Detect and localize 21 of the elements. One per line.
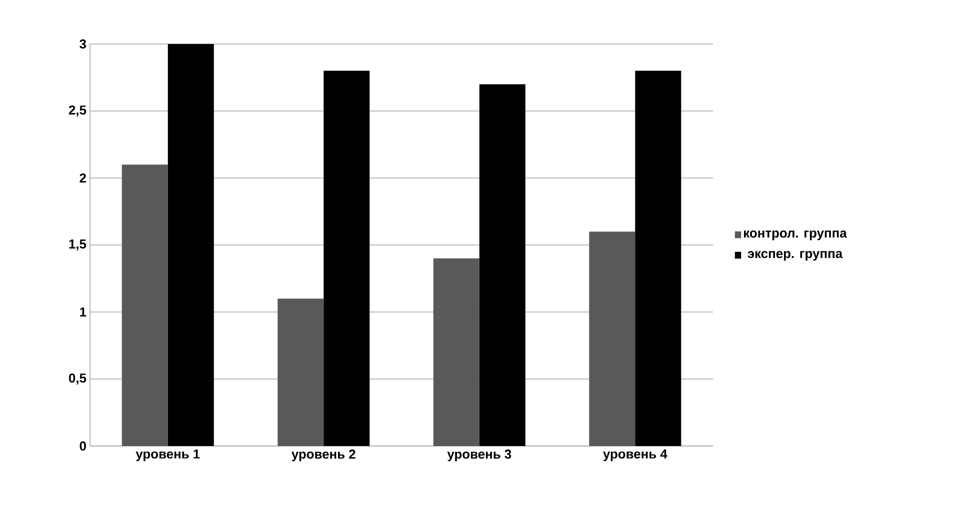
- bar: [324, 70, 370, 446]
- bar: [168, 44, 214, 446]
- y-tick-label: 1: [80, 308, 86, 316]
- y-tick-label: 2,5: [68, 105, 86, 117]
- x-tick-label: уровень 1: [136, 450, 200, 462]
- legend-label: контрол. группа: [744, 230, 847, 240]
- y-tick-label: 3: [80, 39, 86, 49]
- x-tick-label: уровень 3: [447, 450, 512, 462]
- x-tick-label: уровень 4: [603, 450, 668, 462]
- y-tick-label: 1,5: [69, 240, 86, 250]
- bar: [278, 298, 324, 446]
- bar: [635, 70, 682, 446]
- x-tick-label: уровень 2: [292, 450, 356, 462]
- bar: [479, 84, 526, 446]
- y-tick-label: 2: [80, 173, 86, 183]
- y-tick-label: 0: [80, 441, 86, 451]
- bar: [433, 258, 480, 446]
- legend-label: экспер. группа: [748, 250, 843, 261]
- bar: [122, 164, 168, 446]
- bar: [589, 232, 636, 446]
- y-tick-label: 0,5: [68, 373, 86, 385]
